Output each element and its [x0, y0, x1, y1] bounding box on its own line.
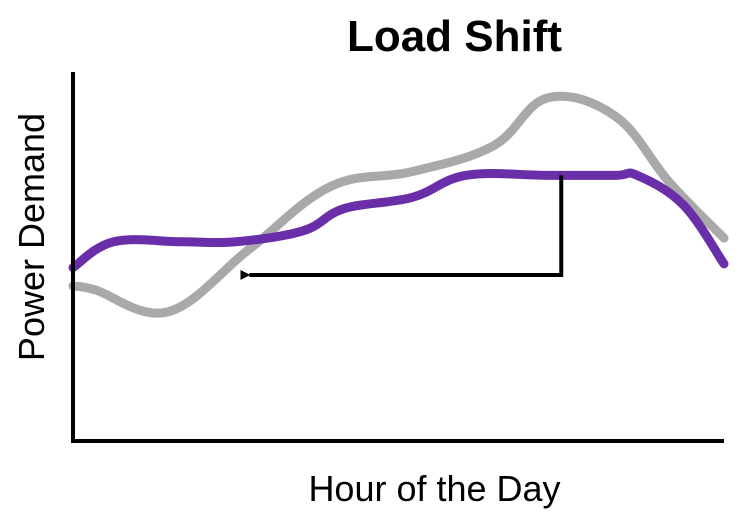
- shift-arrow: [240, 175, 564, 280]
- x-axis-label: Hour of the Day: [308, 468, 561, 509]
- series-line-1: [68, 91, 729, 318]
- series-line-2: [68, 168, 729, 273]
- chart-title: Load Shift: [346, 12, 563, 61]
